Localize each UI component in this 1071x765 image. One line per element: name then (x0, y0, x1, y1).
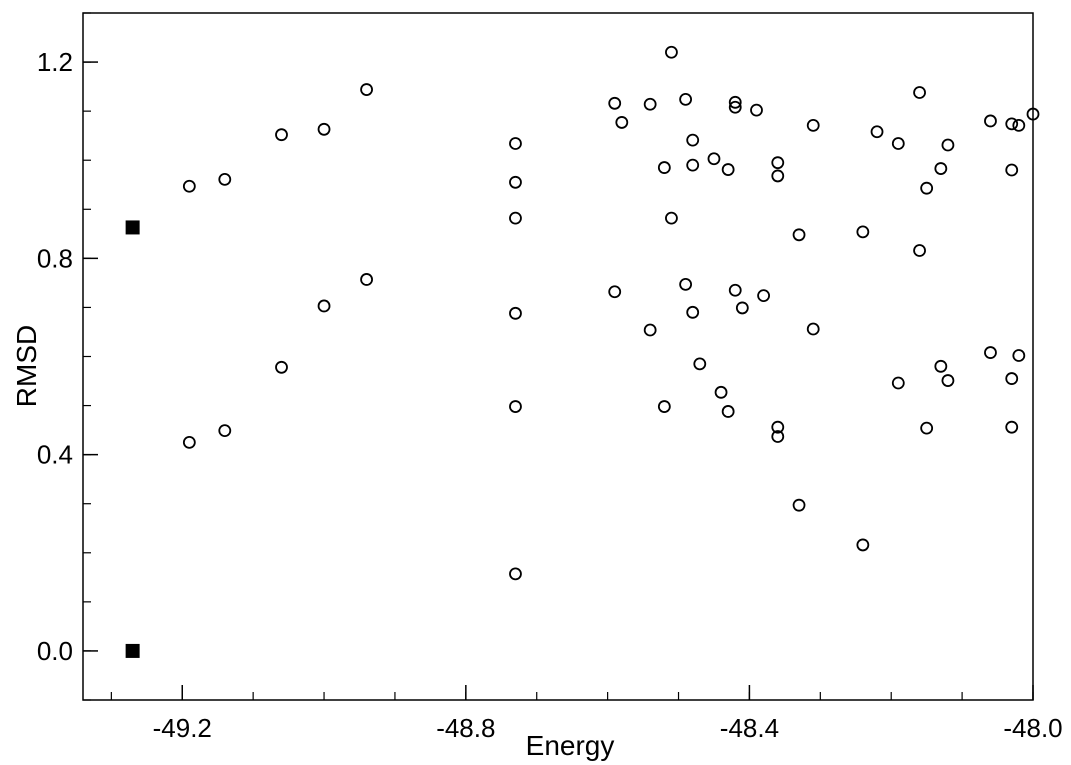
circle-marker (934, 162, 948, 175)
data-points (125, 45, 1040, 658)
circle-marker (920, 181, 934, 195)
circle-marker (728, 283, 742, 297)
circle-marker (757, 289, 770, 303)
circle-marker (792, 228, 806, 242)
circle-marker (728, 100, 742, 114)
plot-frame (82, 12, 1034, 701)
y-tick-label: 0.8 (37, 243, 73, 273)
circle-marker (657, 161, 671, 174)
circle-marker (686, 305, 700, 319)
circle-marker (509, 137, 522, 150)
x-tick-label: -48.8 (436, 713, 495, 743)
circle-marker (275, 128, 288, 142)
circle-marker (891, 376, 905, 390)
circle-marker (856, 538, 870, 552)
y-tick-label: 0.4 (37, 440, 73, 470)
circle-marker (509, 175, 522, 189)
circle-marker (509, 567, 522, 581)
circle-marker (686, 158, 700, 172)
circle-marker (509, 306, 522, 320)
circle-marker (182, 435, 196, 449)
circle-marker (317, 122, 331, 136)
x-tick-label: -48.0 (1003, 713, 1062, 743)
circle-marker (182, 179, 196, 193)
circle-marker (707, 152, 721, 166)
circle-marker (728, 95, 742, 109)
circle-marker (913, 244, 926, 257)
circle-marker (984, 114, 997, 128)
circle-marker (771, 156, 785, 170)
circle-marker (657, 400, 671, 413)
square-marker (125, 220, 140, 235)
circle-marker (920, 421, 934, 435)
circle-marker (693, 357, 707, 371)
circle-marker (1012, 349, 1026, 362)
circle-marker (360, 83, 373, 96)
major-ticks (83, 61, 1034, 700)
circle-marker (735, 301, 749, 315)
circle-marker (750, 103, 763, 117)
circle-marker (360, 273, 373, 286)
circle-marker (218, 172, 232, 186)
circle-marker (984, 346, 997, 359)
circle-marker (679, 92, 693, 106)
circle-marker (218, 424, 232, 437)
circle-marker (509, 400, 522, 413)
circle-marker (941, 138, 955, 152)
circle-marker (665, 211, 678, 225)
circle-marker (721, 163, 735, 176)
circle-marker (856, 225, 870, 239)
x-tick-label: -49.2 (153, 713, 212, 743)
circle-marker (913, 86, 926, 99)
circle-marker (643, 97, 657, 111)
y-tick-label: 0.0 (37, 636, 73, 666)
circle-marker (771, 169, 785, 183)
square-marker (125, 643, 140, 658)
circle-marker (934, 359, 948, 373)
x-tick-label: -48.4 (720, 713, 779, 743)
circle-marker (792, 498, 806, 512)
circle-marker (721, 405, 735, 418)
circle-marker (1005, 420, 1019, 434)
minor-ticks (83, 12, 1034, 701)
circle-marker (771, 430, 785, 443)
circle-marker (1012, 118, 1026, 132)
circle-marker (509, 211, 522, 225)
x-axis-label: Energy (526, 730, 615, 761)
circle-marker (275, 360, 288, 374)
tick-labels: -49.2 -48.8 -48.4 -48.0 0.0 0.4 0.8 1.2 (37, 47, 1063, 743)
circle-marker (665, 45, 678, 59)
circle-marker (870, 125, 884, 139)
circle-marker (679, 277, 693, 291)
circle-marker (317, 299, 331, 313)
circle-marker (771, 420, 785, 434)
circle-marker (806, 118, 820, 132)
y-axis-label: RMSD (11, 325, 42, 407)
circle-marker (615, 116, 629, 129)
circle-marker (1005, 117, 1019, 131)
y-tick-label: 1.2 (37, 47, 73, 77)
circle-marker (686, 133, 700, 147)
circle-marker (941, 374, 955, 387)
circle-marker (643, 323, 657, 337)
circle-marker (1005, 372, 1019, 385)
circle-marker (1026, 107, 1040, 121)
circle-marker (608, 96, 622, 110)
circle-marker (714, 385, 728, 399)
circle-marker (891, 137, 905, 150)
circle-marker (608, 285, 622, 299)
circle-marker (1005, 163, 1019, 177)
circle-marker (806, 322, 820, 336)
